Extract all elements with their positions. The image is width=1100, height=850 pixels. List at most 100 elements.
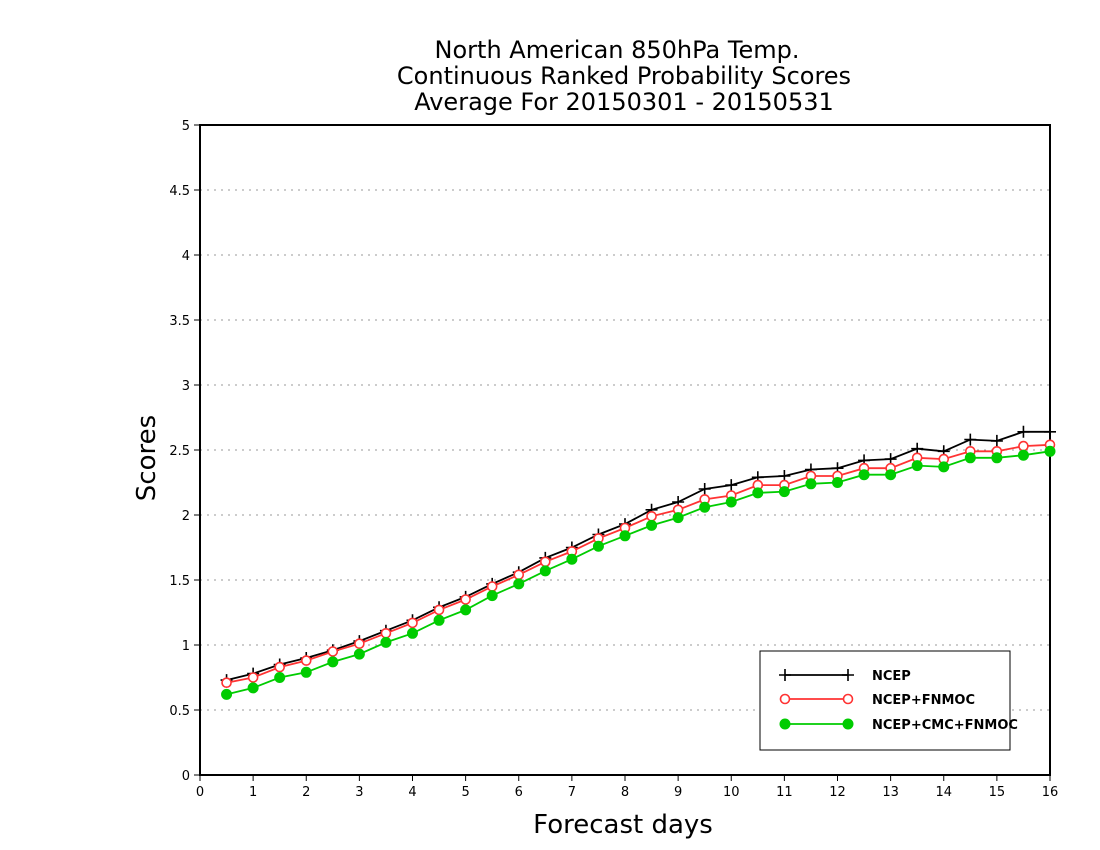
data-point — [274, 672, 286, 683]
data-point — [513, 578, 525, 590]
x-tick-label: 11 — [776, 785, 793, 800]
legend: NCEP NCEP+FNMOC NCEP+CMC+FNMOC — [759, 650, 1018, 751]
data-point — [672, 512, 684, 524]
data-point — [274, 661, 285, 673]
data-point — [1044, 445, 1056, 457]
series-line — [226, 443, 1051, 684]
data-point — [1017, 449, 1029, 461]
series-1 — [221, 439, 1056, 689]
data-point — [990, 434, 1003, 447]
x-axis-title: Forecast days — [533, 810, 713, 840]
data-point — [858, 469, 870, 481]
data-point — [725, 479, 738, 492]
data-point — [539, 565, 551, 577]
data-point — [460, 604, 472, 616]
legend-label: NCEP+CMC+FNMOC — [872, 718, 1018, 733]
chart-title: North American 850hPa Temp. Continuous R… — [397, 36, 851, 116]
data-point — [247, 682, 259, 694]
data-point — [646, 519, 658, 531]
x-tick-label: 6 — [515, 785, 523, 800]
legend-item: NCEP+FNMOC — [779, 693, 975, 708]
data-point — [486, 581, 498, 592]
y-tick-label: 0 — [182, 769, 190, 784]
data-point — [407, 617, 418, 629]
x-tick-label: 2 — [302, 785, 310, 800]
legend-marker — [779, 693, 791, 705]
data-point — [433, 614, 445, 626]
legend-marker — [779, 669, 791, 681]
data-point — [566, 553, 578, 565]
data-point — [433, 604, 445, 616]
data-point — [380, 636, 392, 648]
y-tick-label: 4.5 — [169, 184, 190, 199]
y-tick-label: 2 — [182, 509, 190, 524]
data-point — [513, 569, 525, 581]
data-point — [752, 487, 764, 499]
legend-marker — [842, 718, 854, 730]
data-point — [221, 688, 233, 700]
title-line-1: North American 850hPa Temp. — [435, 36, 800, 64]
x-tick-label: 3 — [355, 785, 363, 800]
title-line-3: Average For 20150301 - 20150531 — [414, 88, 834, 116]
y-tick-label: 1.5 — [169, 574, 190, 589]
legend-marker — [842, 693, 854, 705]
data-point — [592, 540, 604, 552]
data-point — [354, 638, 365, 650]
data-point — [991, 452, 1003, 464]
legend-label: NCEP+FNMOC — [872, 693, 975, 708]
y-tick-label: 2.5 — [169, 444, 190, 459]
x-tick-label: 12 — [829, 785, 846, 800]
legend-item: NCEP+CMC+FNMOC — [779, 718, 1018, 733]
data-point — [1017, 425, 1030, 438]
x-tick-label: 14 — [935, 785, 952, 800]
data-point — [300, 666, 312, 678]
x-tick-label: 13 — [882, 785, 899, 800]
data-point — [911, 460, 923, 472]
x-tick-label: 16 — [1042, 785, 1059, 800]
data-point — [380, 627, 392, 639]
y-axis-title: Scores — [132, 415, 162, 501]
data-point — [540, 556, 551, 568]
gridlines — [200, 189, 1050, 711]
x-tick-label: 4 — [408, 785, 416, 800]
data-point — [486, 590, 498, 602]
legend-marker — [779, 718, 791, 730]
y-tick-label: 5 — [182, 119, 190, 134]
data-point — [698, 483, 711, 495]
data-point — [885, 469, 897, 481]
data-point — [805, 478, 817, 490]
data-point — [327, 646, 339, 657]
data-point — [407, 627, 418, 639]
y-tick-label: 1 — [182, 639, 190, 654]
x-tick-label: 7 — [568, 785, 576, 800]
x-tick-label: 15 — [989, 785, 1006, 800]
series-layer — [220, 425, 1056, 700]
x-tick-label: 1 — [249, 785, 257, 800]
x-tick-label: 9 — [674, 785, 682, 800]
x-tick-label: 8 — [621, 785, 629, 800]
legend-box — [759, 650, 1011, 751]
legend-item: NCEP — [779, 669, 911, 684]
y-tick-label: 0.5 — [169, 704, 190, 719]
data-point — [247, 672, 259, 683]
legend-label: NCEP — [872, 669, 911, 684]
data-point — [938, 461, 950, 473]
y-tick-label: 4 — [182, 249, 190, 264]
data-point — [964, 452, 976, 464]
data-point — [1044, 425, 1056, 438]
data-point — [619, 530, 631, 542]
data-point — [964, 433, 977, 446]
title-line-2: Continuous Ranked Probability Scores — [397, 62, 851, 90]
series-line — [226, 430, 1050, 681]
data-point — [327, 656, 339, 668]
y-tick-label: 3 — [182, 379, 190, 394]
x-tick-label: 0 — [196, 785, 204, 800]
data-point — [221, 677, 232, 689]
x-tick-label: 10 — [723, 785, 740, 800]
data-point — [646, 510, 657, 522]
x-axis: 0 1 2 3 4 5 6 7 8 9 10 11 12 13 14 15 16 — [196, 775, 1058, 800]
data-point — [699, 501, 711, 513]
x-tick-label: 5 — [461, 785, 469, 800]
data-point — [353, 648, 365, 660]
